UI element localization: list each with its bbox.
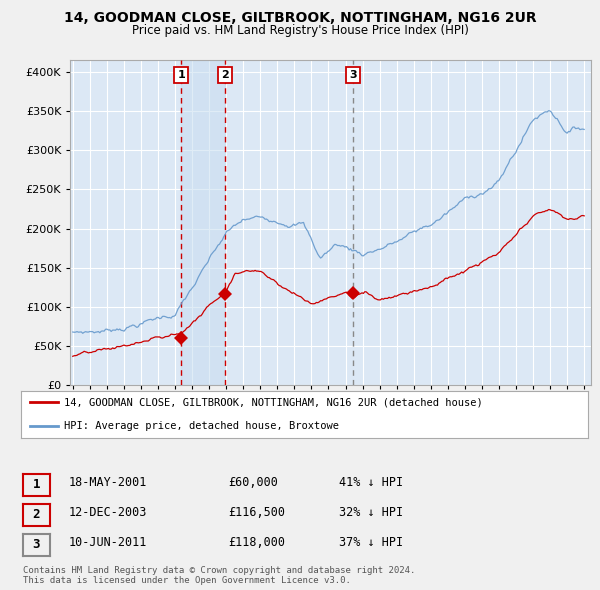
Text: 41% ↓ HPI: 41% ↓ HPI [339,477,403,490]
Text: HPI: Average price, detached house, Broxtowe: HPI: Average price, detached house, Brox… [64,421,338,431]
Text: £60,000: £60,000 [228,477,278,490]
Text: £118,000: £118,000 [228,536,285,549]
Text: 32% ↓ HPI: 32% ↓ HPI [339,506,403,520]
Text: 2: 2 [32,508,40,522]
Text: Price paid vs. HM Land Registry's House Price Index (HPI): Price paid vs. HM Land Registry's House … [131,24,469,37]
Text: 3: 3 [32,538,40,551]
Text: £116,500: £116,500 [228,506,285,520]
Text: 3: 3 [349,70,357,80]
Text: 12-DEC-2003: 12-DEC-2003 [69,506,148,520]
Text: 18-MAY-2001: 18-MAY-2001 [69,477,148,490]
Text: 14, GOODMAN CLOSE, GILTBROOK, NOTTINGHAM, NG16 2UR: 14, GOODMAN CLOSE, GILTBROOK, NOTTINGHAM… [64,11,536,25]
Text: 37% ↓ HPI: 37% ↓ HPI [339,536,403,549]
Text: 1: 1 [32,478,40,491]
Text: 14, GOODMAN CLOSE, GILTBROOK, NOTTINGHAM, NG16 2UR (detached house): 14, GOODMAN CLOSE, GILTBROOK, NOTTINGHAM… [64,398,482,407]
Bar [181,60,225,385]
Text: Contains HM Land Registry data © Crown copyright and database right 2024.
This d: Contains HM Land Registry data © Crown c… [23,566,415,585]
Text: 1: 1 [178,70,185,80]
Text: 10-JUN-2011: 10-JUN-2011 [69,536,148,549]
Text: 2: 2 [221,70,229,80]
